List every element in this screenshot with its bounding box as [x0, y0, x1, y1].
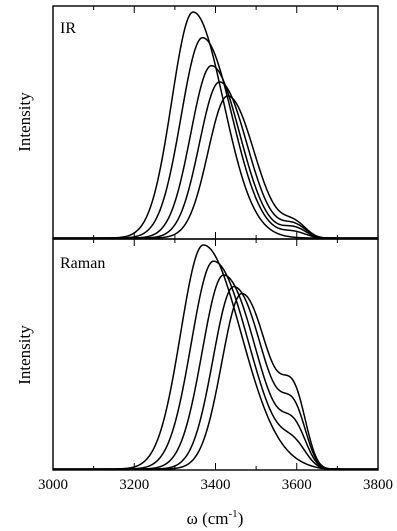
raman-curve-2 [53, 260, 378, 470]
ir-curve-1 [53, 11, 378, 239]
raman-curves [53, 244, 378, 470]
x-axis-label-superscript: -1 [229, 508, 238, 520]
ir-panel-label: IR [60, 20, 76, 37]
x-axis-label-close: ) [238, 509, 244, 528]
x-tick-label: 3800 [363, 477, 393, 493]
raman-panel-frame [52, 238, 379, 471]
ir-curve-5 [53, 95, 378, 239]
ir-curve-4 [53, 81, 378, 239]
x-tick-label: 3400 [201, 477, 231, 493]
raman-curve-3 [53, 274, 378, 470]
x-axis-label: ω (cm-1) [187, 508, 244, 528]
ir-curve-3 [53, 64, 378, 239]
ir-y-axis-label: Intensity [15, 92, 34, 152]
raman-y-axis-label: Intensity [15, 325, 34, 385]
raman-curve-4 [53, 285, 378, 470]
x-tick-label: 3600 [282, 477, 312, 493]
raman-curve-1 [53, 244, 378, 470]
raman-curve-5 [53, 292, 378, 470]
x-tick-label: 3200 [119, 477, 149, 493]
x-axis-label-main: ω (cm [187, 509, 229, 528]
x-axis-tick-labels: 3000 3200 3400 3600 3800 [38, 477, 393, 493]
x-tick-label: 3000 [38, 477, 68, 493]
ir-curves [53, 11, 378, 239]
raman-panel-label: Raman [60, 255, 105, 272]
